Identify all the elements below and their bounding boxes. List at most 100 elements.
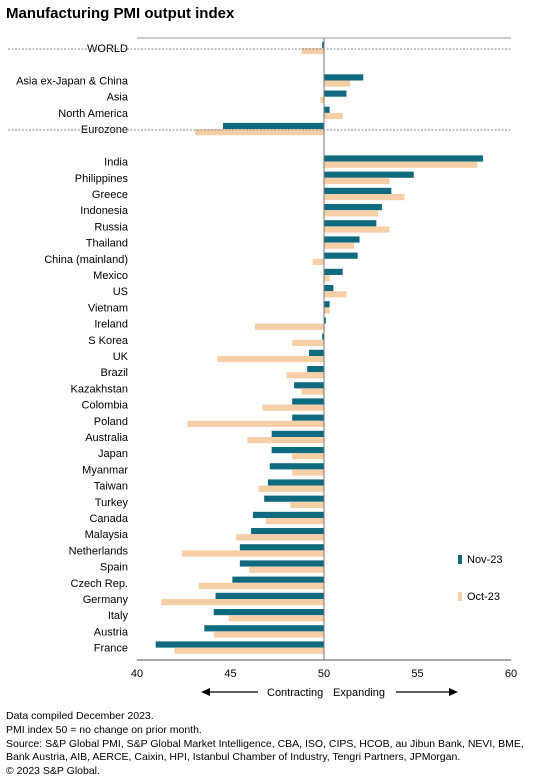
bar-nov-23-spain	[239, 560, 324, 567]
category-label-australia: Australia	[85, 432, 129, 444]
bar-oct-23-brazil	[286, 372, 324, 379]
expanding-label: Expanding	[333, 687, 385, 699]
x-tick-label-45: 45	[224, 668, 236, 680]
x-tick-label-50: 50	[318, 668, 330, 680]
bar-oct-23-kazakhstan	[301, 388, 324, 395]
bar-oct-23-india	[324, 161, 478, 168]
bar-nov-23-austria	[204, 625, 324, 632]
bar-nov-23-taiwan	[267, 479, 324, 486]
bar-oct-23-turkey	[290, 501, 324, 508]
bar-nov-23-japan	[271, 447, 324, 454]
bar-nov-23-north-america	[324, 106, 330, 113]
category-label-france: France	[94, 643, 128, 655]
footnote-compiled: Data compiled December 2023.	[6, 710, 154, 722]
bar-oct-23-colombia	[262, 404, 324, 411]
bar-oct-23-spain	[249, 566, 324, 573]
category-label-us: US	[113, 286, 128, 298]
bar-nov-23-india	[324, 155, 483, 162]
footnote-source-1: Source: S&P Global PMI, S&P Global Marke…	[6, 738, 524, 750]
bar-nov-23-myanmar	[269, 463, 324, 470]
category-label-thailand: Thailand	[86, 238, 128, 250]
bar-oct-23-s-korea	[292, 339, 324, 346]
bar-nov-23-thailand	[324, 236, 360, 243]
bar-nov-23-canada	[252, 511, 324, 518]
bar-oct-23-north-america	[324, 112, 343, 120]
footnote-copyright: © 2023 S&P Global.	[6, 765, 100, 777]
bar-oct-23-asia	[320, 96, 324, 103]
bar-oct-23-taiwan	[258, 485, 324, 492]
bar-nov-23-eurozone	[223, 122, 324, 130]
bar-nov-23-turkey	[264, 495, 324, 502]
bar-nov-23-brazil	[307, 366, 324, 373]
bar-nov-23-australia	[271, 430, 324, 437]
bar-oct-23-austria	[213, 631, 324, 638]
x-tick-label-40: 40	[131, 668, 143, 680]
bar-nov-23-france	[155, 641, 324, 648]
legend-label-nov-23: Nov-23	[467, 554, 502, 566]
bar-nov-23-kazakhstan	[294, 382, 324, 389]
category-label-russia: Russia	[94, 221, 129, 233]
bar-oct-23-italy	[228, 615, 324, 622]
legend-label-oct-23: Oct-23	[467, 591, 500, 603]
contracting-arrow-icon	[201, 688, 210, 696]
bar-nov-23-italy	[213, 609, 324, 616]
bar-nov-23-s-korea	[322, 333, 324, 340]
bar-oct-23-malaysia	[236, 534, 324, 541]
bar-oct-23-china-mainland	[312, 258, 324, 265]
category-label-poland: Poland	[94, 416, 128, 428]
bar-nov-23-poland	[292, 414, 324, 421]
category-label-kazakhstan: Kazakhstan	[71, 383, 128, 395]
bar-oct-23-eurozone	[194, 129, 324, 136]
bar-oct-23-poland	[187, 420, 324, 427]
bar-oct-23-vietnam	[324, 307, 330, 314]
category-label-asia-ex-japan-china: Asia ex-Japan & China	[16, 76, 129, 88]
category-label-taiwan: Taiwan	[94, 481, 128, 493]
category-label-s-korea: S Korea	[88, 335, 129, 347]
category-label-north-america: North America	[58, 108, 129, 120]
bar-oct-23-indonesia	[324, 210, 379, 217]
bar-oct-23-russia	[324, 226, 390, 233]
category-label-china-mainland: China (mainland)	[44, 254, 128, 266]
category-label-austria: Austria	[94, 626, 129, 638]
legend-swatch-oct-23	[458, 592, 462, 601]
chart-title: Manufacturing PMI output index	[6, 5, 235, 22]
bar-oct-23-greece	[324, 194, 405, 201]
bar-oct-23-philippines	[324, 177, 390, 184]
bar-oct-23-france	[174, 647, 324, 654]
bar-nov-23-ireland	[324, 317, 326, 324]
bar-nov-23-china-mainland	[324, 252, 358, 259]
category-label-malaysia: Malaysia	[85, 529, 129, 541]
bar-nov-23-russia	[324, 220, 377, 227]
category-label-india: India	[104, 157, 129, 169]
category-label-japan: Japan	[98, 448, 128, 460]
category-label-mexico: Mexico	[93, 270, 128, 282]
bar-nov-23-vietnam	[324, 301, 330, 308]
footnote-source-2: Bank Austria, AIB, AERCE, Caixin, HPI, I…	[6, 751, 461, 763]
bar-nov-23-colombia	[292, 398, 324, 405]
bar-oct-23-world	[301, 48, 324, 55]
category-label-brazil: Brazil	[100, 367, 128, 379]
category-label-ireland: Ireland	[94, 319, 128, 331]
bar-oct-23-canada	[266, 518, 324, 525]
bar-nov-23-us	[324, 285, 334, 292]
footnote-index: PMI index 50 = no change on prior month.	[6, 724, 202, 736]
category-label-netherlands: Netherlands	[69, 545, 129, 557]
bar-oct-23-myanmar	[292, 469, 324, 476]
category-label-canada: Canada	[89, 513, 128, 525]
category-label-asia: Asia	[107, 92, 129, 104]
bar-nov-23-asia	[324, 90, 347, 97]
bar-oct-23-japan	[292, 453, 324, 460]
legend-swatch-nov-23	[458, 555, 462, 564]
bar-oct-23-australia	[247, 437, 324, 444]
bar-oct-23-mexico	[324, 275, 330, 282]
bar-oct-23-ireland	[254, 323, 324, 330]
category-label-myanmar: Myanmar	[82, 464, 128, 476]
x-tick-label-55: 55	[411, 668, 423, 680]
bar-nov-23-asia-ex-japan-china	[324, 74, 364, 81]
category-label-spain: Spain	[100, 562, 128, 574]
bar-oct-23-asia-ex-japan-china	[324, 80, 351, 87]
bar-nov-23-czech-rep	[232, 576, 324, 583]
bar-nov-23-germany	[215, 592, 324, 599]
bar-oct-23-czech-rep	[198, 582, 324, 589]
